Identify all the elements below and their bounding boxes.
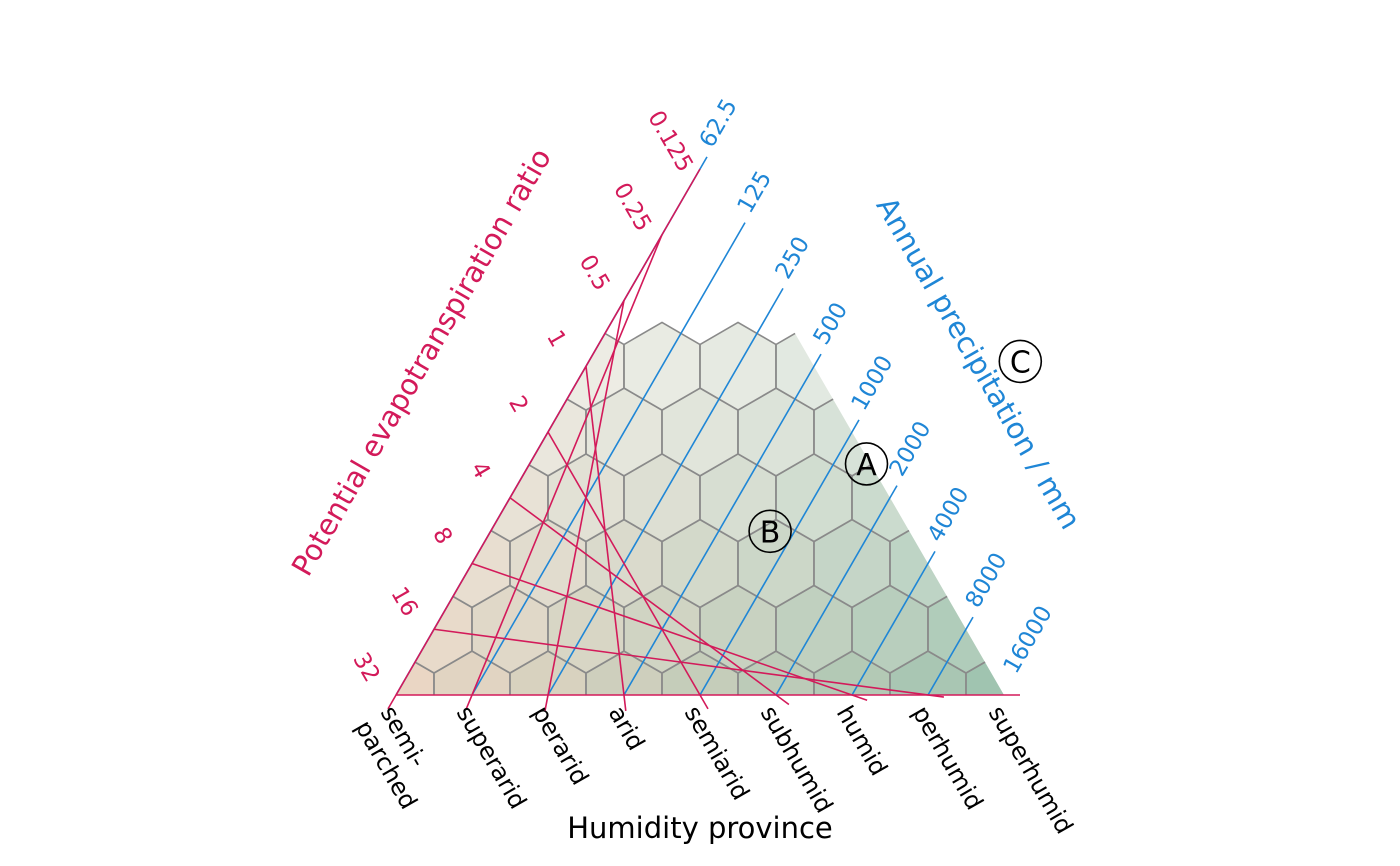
pet-gridline [544, 300, 625, 711]
precipitation-gridline [547, 287, 784, 696]
pet-tick-label: 0.25 [608, 179, 656, 236]
pet-gridline [547, 431, 709, 710]
axis-gridlines [387, 156, 1020, 711]
precipitation-tick-label: 4000 [923, 483, 975, 547]
humidity-province-label: arid [603, 701, 650, 755]
humidity-province-label-line: perhumid [907, 701, 989, 815]
precipitation-tick-label: 125 [733, 167, 777, 218]
point-marker: A [844, 442, 889, 486]
pet-tick-label: 4 [465, 457, 495, 483]
point-marker: B [748, 509, 792, 554]
pet-tick-label: 0.5 [574, 251, 615, 296]
humidity-province-label: superhumid [983, 701, 1079, 839]
humidity-province-label: humid [831, 701, 893, 781]
precipitation-tick-label: 2000 [885, 417, 937, 481]
pet-gridline [509, 497, 790, 706]
humidity-province-label-line: arid [603, 701, 650, 755]
precipitation-tick-label: 250 [771, 232, 815, 283]
pet-tick-label: 1 [541, 326, 571, 352]
humidity-province-label: semi-parched [350, 701, 448, 814]
humidity-province-label-line: subhumid [755, 701, 839, 818]
pet-tick-label: 16 [385, 583, 422, 621]
point-marker: C [998, 339, 1043, 384]
point-label: C [1010, 345, 1031, 380]
pet-gridline [433, 628, 945, 698]
precipitation-gridline [927, 616, 974, 696]
point-label: A [856, 448, 877, 483]
precipitation-tick-label: 62.5 [695, 95, 743, 152]
marked-points: A B C [748, 339, 1043, 554]
humidity-province-title: Humidity province [567, 811, 833, 845]
point-label: B [760, 515, 781, 550]
humidity-province-label-line: perarid [527, 701, 594, 790]
precipitation-tick-label: 1000 [847, 351, 899, 415]
precipitation-gridline [775, 485, 898, 696]
point-circle [998, 339, 1043, 384]
precipitation-gridline [623, 353, 822, 696]
humidity-province-label-line: humid [831, 701, 893, 781]
pet-gridline [585, 366, 627, 711]
precipitation-tick-label: 16000 [999, 602, 1058, 678]
humidity-province-label: semiarid [679, 701, 755, 805]
pet-tick-label: 0.125 [642, 106, 697, 176]
pet-gridline [387, 168, 701, 710]
precipitation-gridline [471, 222, 746, 696]
humidity-province-label: perhumid [907, 701, 989, 815]
humidity-province-label: subhumid [755, 701, 839, 818]
humidity-province-label: perarid [527, 701, 594, 790]
precipitation-gridline [851, 550, 936, 696]
pet-tick-label: 2 [503, 392, 533, 418]
precipitation-axis-title: Annual precipitation / mm [870, 191, 1088, 535]
point-circle [844, 442, 889, 486]
pet-tick-label: 8 [427, 523, 457, 549]
humidity-province-label-line: superhumid [983, 701, 1079, 839]
precipitation-tick-label: 8000 [961, 549, 1013, 613]
precipitation-tick-label: 500 [809, 298, 853, 349]
pet-gridline [465, 234, 663, 711]
pet-gridline [471, 562, 868, 701]
precipitation-gridline [699, 419, 860, 696]
humidity-province-label-line: semiarid [679, 701, 755, 805]
humidity-province-label-line: superarid [451, 701, 532, 814]
point-circle [748, 509, 792, 554]
pet-tick-label: 32 [347, 648, 384, 686]
humidity-province-label: superarid [451, 701, 532, 814]
